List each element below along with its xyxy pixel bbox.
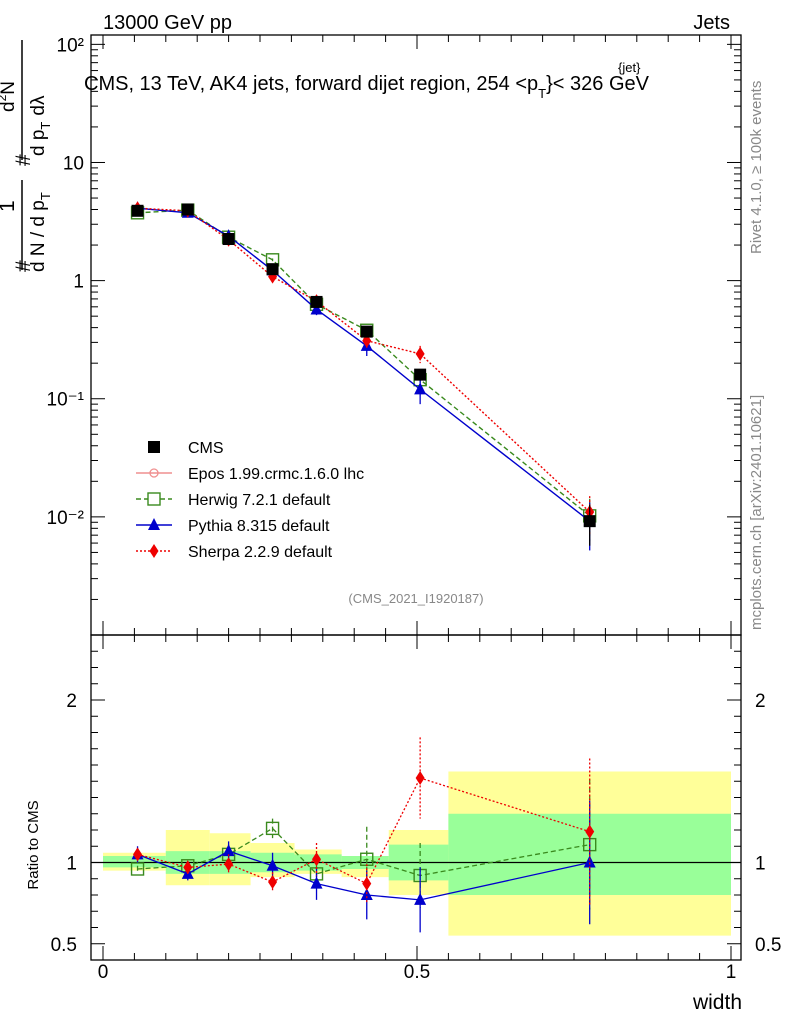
data-point-cms: [181, 203, 194, 216]
plot-title-sub: T: [538, 86, 546, 101]
x-tick-label: 1: [726, 962, 737, 983]
ratio-y-tick-label: 1: [755, 854, 766, 875]
legend-marker-epos: [149, 468, 159, 478]
ratio-point-sherpa: [415, 771, 425, 785]
svg-text:#: #: [12, 154, 35, 166]
ratio-point-pythia: [310, 876, 323, 889]
series-line-herwig: [137, 209, 591, 517]
ratio-point-sherpa: [224, 857, 234, 872]
ratio-point-pythia: [583, 855, 596, 868]
data-point-sherpa: [415, 346, 425, 361]
ratio-point-sherpa: [362, 876, 372, 891]
data-point-cms: [583, 515, 596, 528]
legend-label-cms: CMS: [188, 440, 224, 457]
svg-text:d pTdλ: d pTdλ: [28, 95, 53, 156]
ratio-line-sherpa: [137, 777, 590, 885]
ratio-point-sherpa: [585, 824, 595, 839]
legend: CMS Epos 1.99.crmc.1.6.0 lhc Herwig 7.2.…: [136, 440, 364, 561]
data-point-cms: [222, 233, 235, 246]
data-point-cms: [360, 325, 373, 338]
ratio-point-pythia: [222, 844, 235, 857]
ratio-line-pythia: [137, 850, 590, 901]
legend-label-pythia: Pythia 8.315 default: [188, 518, 330, 535]
ylabel-part: 1: [0, 200, 19, 212]
main-y-tick-label: 10⁻²: [47, 508, 85, 529]
ratio-point-sherpa: [312, 852, 322, 867]
plot-title-end: }< 326 GeV: [546, 73, 650, 95]
series-line-sherpa: [137, 207, 591, 513]
uncertainty-bands: [103, 771, 731, 936]
data-point-cms: [414, 368, 427, 381]
ylabel-part: T: [38, 192, 53, 200]
ylabel-part: dλ: [28, 95, 49, 116]
legend-label-herwig: Herwig 7.2.1 default: [188, 492, 331, 509]
data-series: [130, 201, 597, 933]
data-point-cms: [131, 204, 144, 217]
ratio-line-herwig: [137, 827, 590, 877]
legend-marker-cms: [148, 441, 160, 453]
ratio-band-inner: [103, 856, 166, 868]
plot-title: CMS, 13 TeV, AK4 jets, forward dijet reg…: [84, 73, 650, 101]
ratio-y-tick-label: 0.5: [51, 935, 77, 956]
svg-text:d2N: d2N: [0, 81, 19, 112]
plot-title-main: CMS, 13 TeV, AK4 jets, forward dijet reg…: [84, 73, 538, 95]
main-y-tick-label: 10⁻¹: [47, 390, 85, 411]
data-point-pythia: [310, 302, 323, 315]
ratio-point-herwig: [130, 862, 145, 876]
ratio-point-sherpa: [183, 860, 193, 875]
svg-text:1: 1: [0, 200, 19, 212]
ratio-point-pythia: [266, 858, 279, 871]
svg-text:#: #: [12, 260, 35, 272]
series-line-pythia: [137, 207, 591, 522]
ratio-y-tick-label: 1: [66, 854, 77, 875]
mcplots-label: mcplots.cern.ch [arXiv:2401.10621]: [748, 395, 765, 630]
ratio-y-axis-label: Ratio to CMS: [25, 800, 42, 889]
ylabel-part: d p: [28, 130, 49, 156]
ratio-y-tick-label: 2: [755, 691, 766, 712]
ratio-point-herwig: [265, 821, 280, 836]
ylabel-part: d N / d p: [28, 200, 49, 272]
rivet-version-label: Rivet 4.1.0, ≥ 100k events: [748, 81, 765, 254]
legend-marker-herwig: [147, 492, 161, 506]
header-jets-label: Jets: [693, 12, 730, 34]
data-point-cms: [266, 263, 279, 276]
main-y-tick-label: 10: [63, 153, 84, 174]
legend-label-sherpa: Sherpa 2.2.9 default: [188, 544, 333, 561]
ylabel-part: #: [12, 260, 35, 272]
main-y-tick-label: 10²: [57, 35, 84, 56]
data-point-cms: [310, 295, 323, 308]
svg-text:d N / d pT: d N / d pT: [28, 192, 53, 272]
analysis-id: (CMS_2021_I1920187): [348, 591, 483, 606]
ratio-y-tick-label: 0.5: [755, 935, 781, 956]
legend-marker-sherpa: [149, 544, 159, 558]
legend-label-epos: Epos 1.99.crmc.1.6.0 lhc: [188, 466, 364, 483]
x-tick-label: 0.5: [404, 962, 430, 983]
ratio-point-sherpa: [268, 875, 278, 889]
ylabel-part: 2: [0, 94, 9, 101]
main-y-tick-label: 1: [73, 272, 84, 293]
ylabel-part: d: [0, 101, 19, 112]
ylabel-part: T: [38, 122, 53, 130]
data-point-pythia: [414, 382, 427, 395]
ratio-point-sherpa: [133, 847, 143, 862]
x-tick-label: 0: [98, 962, 109, 983]
plot-title-superscript: {jet}: [618, 60, 641, 75]
legend-marker-pythia: [148, 518, 160, 530]
ylabel-part: #: [12, 154, 35, 166]
ylabel-part: N: [0, 81, 19, 95]
axis-ticks: 10² 10 1 10⁻¹ 10⁻² 0 0.5 1 2 2 1 1 0.5 0.5: [47, 35, 781, 983]
x-axis-label: width: [692, 991, 742, 1014]
ratio-y-tick-label: 2: [66, 691, 77, 712]
ratio-point-pythia: [414, 892, 427, 905]
main-y-axis-label: # 1 d N / d pT # d pTdλ d2N: [0, 40, 53, 272]
header-energy-label: 13000 GeV pp: [103, 12, 232, 34]
